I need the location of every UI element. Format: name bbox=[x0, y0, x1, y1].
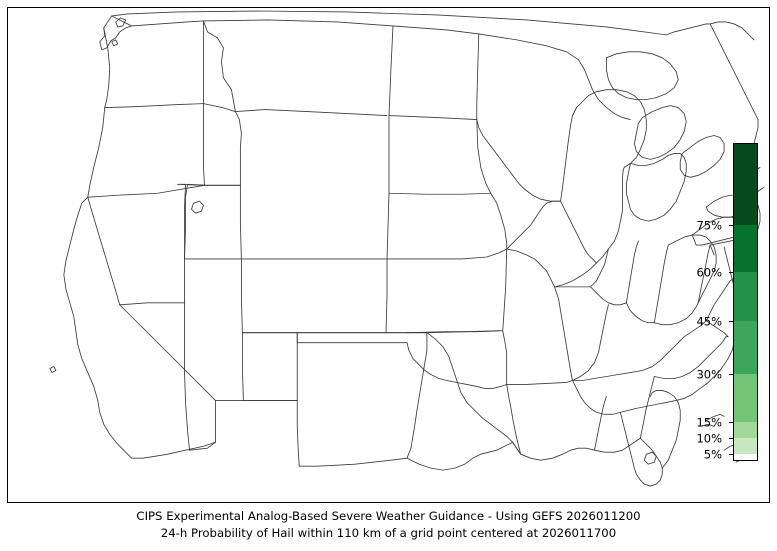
colorbar-tick-label-75: 75% bbox=[696, 218, 722, 233]
colorbar-tick-label-30: 30% bbox=[696, 367, 722, 382]
colorbar-band-10-15 bbox=[734, 422, 757, 438]
colorbar-tick-label-15: 15% bbox=[696, 415, 722, 430]
caption-line-2: 24-h Probability of Hail within 110 km o… bbox=[160, 526, 617, 540]
colorbar-tick-45: 45% bbox=[696, 316, 734, 327]
state-boundaries bbox=[49, 10, 765, 487]
colorbar-band-15-30 bbox=[734, 374, 757, 422]
colorbar: 75% 60% 45% 30% 15% 10% 5% bbox=[696, 143, 758, 461]
colorbar-tick-15: 15% bbox=[696, 417, 734, 428]
colorbar-tick-10: 10% bbox=[696, 433, 734, 444]
colorbar-band-45-60 bbox=[734, 272, 757, 321]
colorbar-band-30-45 bbox=[734, 321, 757, 374]
colorbar-tick-label-5: 5% bbox=[703, 447, 722, 462]
caption: CIPS Experimental Analog-Based Severe We… bbox=[0, 508, 777, 542]
map-background bbox=[8, 8, 769, 502]
colorbar-tick-label-45: 45% bbox=[696, 314, 722, 329]
colorbar-tick-75: 75% bbox=[696, 220, 734, 231]
colorbar-band-60-75 bbox=[734, 225, 757, 272]
colorbar-band-5-10 bbox=[734, 438, 757, 454]
colorbar-band-below-5 bbox=[734, 454, 757, 460]
caption-line-1: CIPS Experimental Analog-Based Severe We… bbox=[136, 509, 641, 523]
colorbar-tick-5: 5% bbox=[704, 449, 734, 460]
colorbar-tick-60: 60% bbox=[696, 267, 734, 278]
colorbar-band-above-75 bbox=[734, 144, 757, 225]
map-axes bbox=[7, 7, 770, 503]
conus-map bbox=[8, 8, 769, 502]
colorbar-tick-label-60: 60% bbox=[696, 265, 722, 280]
colorbar-tick-label-10: 10% bbox=[696, 431, 722, 446]
colorbar-tick-30: 30% bbox=[696, 369, 734, 380]
